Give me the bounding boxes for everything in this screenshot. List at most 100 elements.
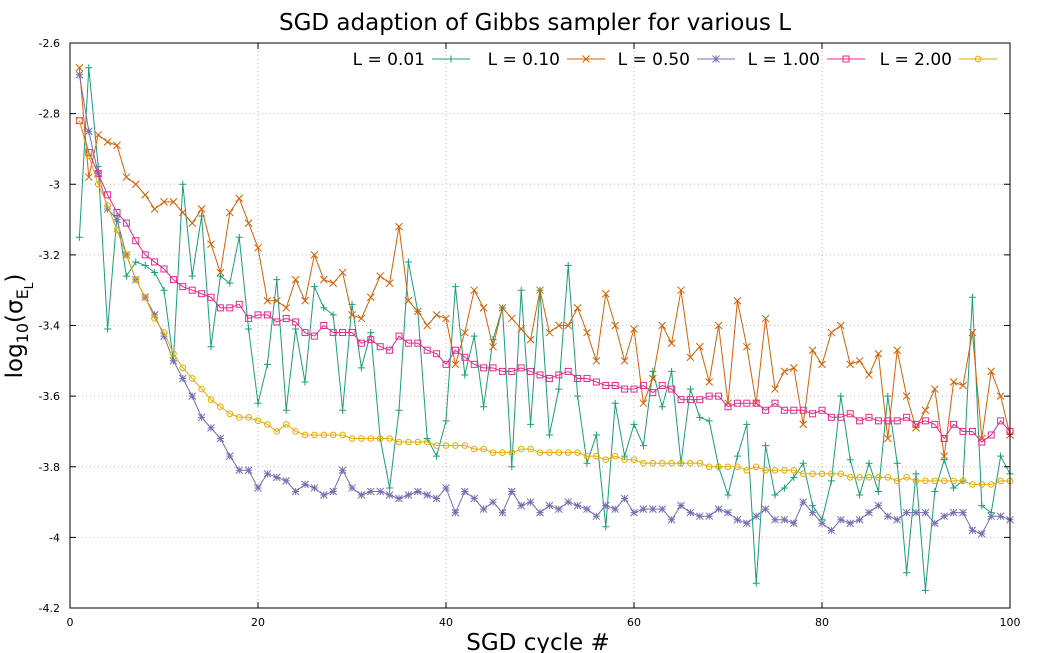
- data-point: [959, 427, 967, 435]
- data-point: [968, 427, 976, 435]
- x-tick-label: 100: [1000, 616, 1021, 629]
- data-point: [780, 367, 789, 376]
- data-point: [997, 417, 1005, 425]
- data-point: [179, 180, 187, 188]
- data-point: [733, 399, 741, 407]
- data-point: [507, 314, 516, 323]
- data-point: [517, 445, 525, 453]
- data-point: [743, 399, 751, 407]
- data-point: [225, 452, 234, 461]
- data-point: [959, 381, 967, 390]
- data-point: [714, 505, 723, 513]
- data-point: [536, 371, 544, 379]
- data-point: [141, 261, 149, 269]
- data-point: [498, 303, 507, 312]
- data-point: [423, 346, 431, 354]
- data-point: [75, 63, 84, 72]
- data-point: [160, 332, 168, 340]
- data-point: [545, 431, 553, 439]
- data-point: [498, 367, 506, 375]
- x-tick-label: 40: [439, 616, 453, 629]
- data-point: [836, 321, 845, 330]
- data-point: [799, 498, 808, 506]
- data-point: [113, 209, 121, 216]
- data-point: [461, 353, 469, 361]
- data-point: [837, 470, 845, 478]
- y-tick-label: -3.2: [39, 249, 60, 262]
- data-point: [348, 435, 356, 442]
- data-point: [198, 385, 205, 393]
- data-point: [705, 417, 713, 425]
- data-point: [903, 569, 911, 577]
- data-point: [357, 364, 365, 372]
- data-point: [254, 417, 262, 425]
- data-point: [621, 385, 629, 393]
- data-point: [865, 474, 873, 481]
- data-point: [404, 491, 413, 499]
- data-point: [226, 304, 234, 312]
- data-point: [696, 396, 704, 404]
- data-point: [301, 431, 309, 439]
- data-point: [893, 477, 901, 485]
- series-4: [75, 117, 1014, 446]
- data-point: [460, 487, 469, 496]
- data-point: [875, 474, 882, 481]
- data-point: [451, 346, 459, 354]
- data-point: [856, 417, 864, 425]
- data-point: [842, 55, 850, 63]
- data-point: [874, 349, 883, 358]
- legend-item-5: L = 2.00: [880, 50, 997, 70]
- data-point: [743, 420, 751, 428]
- data-point: [235, 300, 243, 308]
- data-point: [573, 501, 582, 510]
- data-point: [827, 526, 836, 535]
- data-point: [263, 469, 272, 478]
- y-axis-title-sub3: L: [22, 282, 36, 289]
- data-point: [846, 410, 854, 418]
- data-point: [113, 226, 121, 234]
- data-point: [301, 296, 309, 305]
- data-point: [950, 477, 957, 485]
- data-point: [987, 481, 995, 488]
- data-point: [460, 328, 469, 337]
- data-point: [564, 321, 573, 330]
- legend-label: L = 0.10: [488, 50, 560, 70]
- data-point: [977, 529, 986, 538]
- data-point: [178, 208, 187, 217]
- data-point: [244, 466, 253, 475]
- data-point: [592, 512, 601, 521]
- data-point: [733, 452, 741, 460]
- data-point: [273, 318, 281, 326]
- data-point: [386, 484, 394, 492]
- data-point: [630, 385, 638, 393]
- data-point: [799, 459, 807, 467]
- data-point: [790, 473, 798, 481]
- data-point: [508, 367, 516, 375]
- data-point: [197, 205, 206, 213]
- data-point: [893, 346, 902, 355]
- plot-frame: [69, 42, 1011, 609]
- data-point: [583, 505, 591, 513]
- data-point: [959, 477, 967, 485]
- data-point: [470, 445, 478, 453]
- data-point: [667, 339, 676, 348]
- data-point: [263, 311, 271, 319]
- data-point: [733, 296, 742, 305]
- data-point: [705, 378, 714, 386]
- y-tick-label: -3.4: [39, 320, 60, 333]
- data-point: [385, 279, 394, 287]
- data-point: [789, 519, 798, 528]
- data-point: [893, 515, 902, 524]
- data-point: [554, 505, 563, 513]
- data-point: [507, 487, 516, 496]
- data-point: [997, 452, 1005, 460]
- data-point: [574, 392, 582, 400]
- data-point: [414, 339, 422, 347]
- data-point: [272, 473, 281, 482]
- data-point: [414, 438, 422, 446]
- data-point: [828, 470, 835, 478]
- data-point: [686, 385, 694, 393]
- data-point: [855, 356, 864, 365]
- data-point: [592, 378, 600, 386]
- data-point: [658, 321, 667, 330]
